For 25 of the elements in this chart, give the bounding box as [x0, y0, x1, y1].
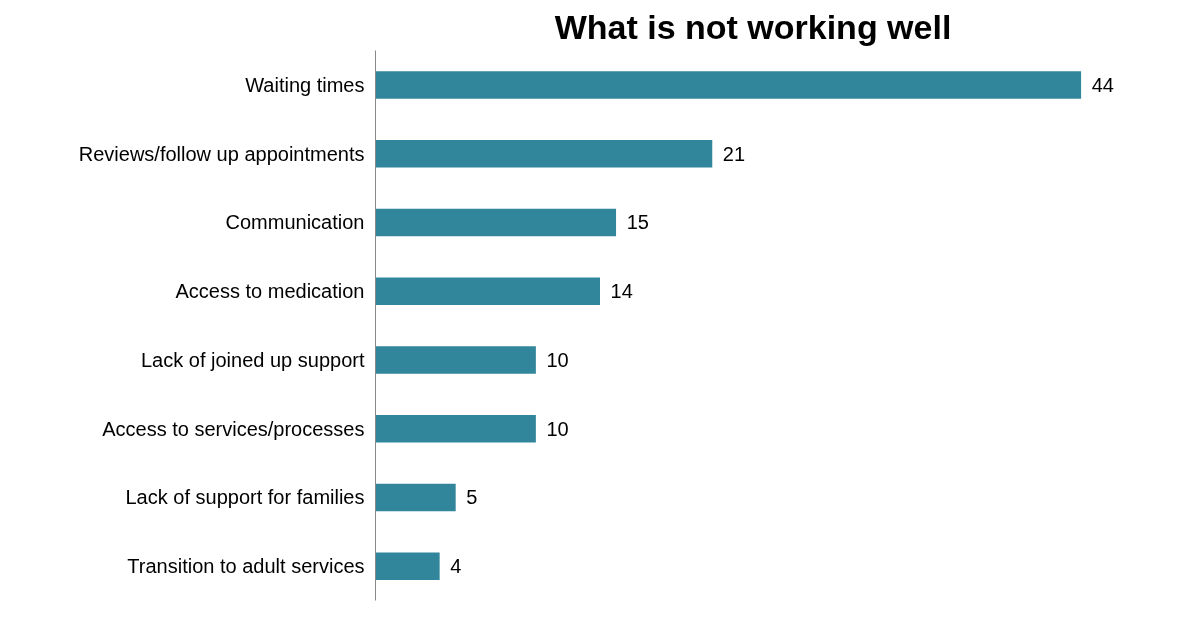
data-label: 44	[1091, 73, 1114, 96]
data-label: 21	[722, 142, 746, 165]
y-tick-label: Lack of joined up support	[141, 348, 365, 371]
chart-title: What is not working well	[554, 7, 952, 46]
bar	[375, 414, 536, 443]
data-label: 4	[450, 555, 462, 578]
data-label: 5	[466, 486, 478, 509]
data-label: 15	[626, 211, 649, 234]
y-tick-label: Lack of support for families	[125, 486, 365, 509]
data-label: 10	[546, 417, 569, 440]
bar	[375, 71, 1082, 99]
bar	[375, 552, 440, 580]
data-label: 10	[546, 348, 569, 371]
bar	[375, 208, 617, 237]
bar	[375, 346, 536, 374]
y-tick-label: Access to medication	[175, 280, 365, 303]
bar	[375, 139, 713, 168]
y-tick-label: Waiting times	[245, 73, 365, 96]
y-tick-label: Transition to adult services	[127, 555, 365, 578]
bar	[375, 483, 456, 512]
bar	[375, 277, 601, 305]
y-tick-label: Communication	[225, 211, 365, 234]
y-tick-label: Access to services/processes	[102, 417, 365, 440]
data-label: 14	[610, 280, 633, 303]
y-tick-label: Reviews/follow up appointments	[78, 142, 365, 165]
